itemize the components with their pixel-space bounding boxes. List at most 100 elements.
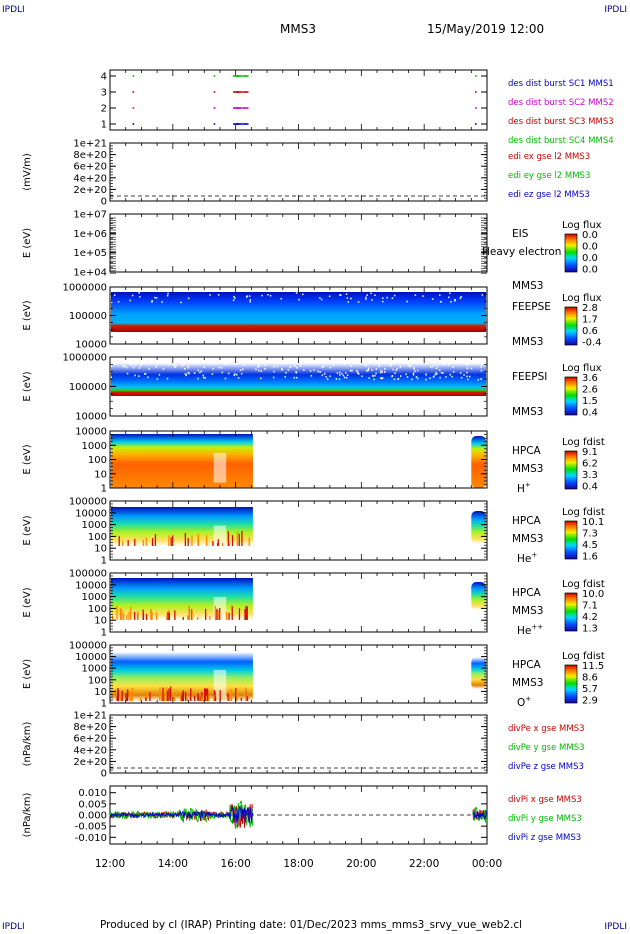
sparse-pixel	[273, 363, 276, 365]
burst-mark	[213, 107, 216, 109]
sparse-pixel	[429, 377, 431, 379]
speckle	[122, 540, 124, 546]
sparse-pixel	[416, 369, 419, 372]
sparse-pixel	[233, 374, 235, 377]
y-tick-label: 10000	[75, 340, 107, 351]
sparse-pixel	[386, 296, 388, 299]
sparse-pixel	[466, 371, 468, 374]
sparse-pixel	[358, 373, 360, 375]
sparse-pixel	[382, 300, 384, 303]
sparse-pixel	[233, 295, 235, 298]
charge-label: +	[531, 551, 537, 559]
sparse-pixel	[130, 363, 132, 366]
y-tick-label: 1	[101, 120, 107, 131]
burst-mark	[236, 75, 243, 77]
sparse-pixel	[138, 375, 140, 377]
y-tick-label: 1	[101, 484, 107, 495]
sparse-pixel	[391, 297, 394, 299]
sparse-pixel	[139, 364, 142, 367]
sparse-pixel	[454, 300, 456, 302]
burst-mark	[132, 107, 135, 109]
sparse-pixel	[346, 374, 349, 376]
colorbar-label: 2.6	[582, 385, 598, 396]
y-tick-label: 10000	[75, 412, 107, 423]
colorbar-title: Log flux	[562, 293, 602, 304]
sparse-pixel	[381, 377, 383, 380]
speckle	[208, 696, 210, 701]
colorbar-title: Log fdist	[562, 651, 605, 662]
spectrogram-gap	[213, 525, 227, 555]
speckle	[229, 690, 231, 701]
sparse-pixel	[425, 373, 427, 376]
instrument-label: HPCA	[512, 515, 542, 527]
sparse-pixel	[126, 372, 129, 375]
divpi-y-line	[472, 806, 488, 823]
sparse-pixel	[412, 373, 415, 376]
sparse-pixel	[264, 364, 266, 367]
colorbar-label: 5.7	[582, 684, 598, 695]
species-label: He++	[517, 623, 543, 637]
sparse-pixel	[151, 300, 153, 302]
sparse-pixel	[309, 370, 312, 372]
y-tick-label: -0.005	[75, 822, 107, 833]
sparse-pixel	[284, 375, 286, 378]
burst-mark	[475, 91, 477, 93]
colorbar-label: 7.1	[582, 601, 598, 612]
sparse-pixel	[436, 373, 438, 375]
colorbar	[564, 664, 578, 704]
sparse-pixel	[158, 374, 161, 376]
legend-entry: des dist burst SC3 MMS3	[508, 117, 614, 127]
sparse-pixel	[224, 377, 227, 380]
species-label: H+	[517, 481, 531, 495]
sparse-pixel	[138, 296, 141, 298]
sparse-pixel	[320, 298, 323, 301]
y-axis-label: (mV/m)	[22, 153, 33, 191]
speckle	[205, 535, 208, 546]
speckle	[217, 542, 219, 546]
sparse-pixel	[125, 366, 128, 369]
sparse-pixel	[397, 378, 399, 380]
sparse-pixel	[323, 365, 325, 368]
sparse-pixel	[321, 366, 323, 369]
sparse-pixel	[148, 367, 150, 370]
sparse-pixel	[141, 363, 144, 365]
y-tick-label: 4e+20	[73, 173, 107, 184]
speckle	[166, 690, 169, 701]
sparse-pixel	[234, 297, 236, 299]
burst-mark	[236, 107, 243, 109]
y-tick-label: 0.010	[78, 788, 107, 799]
sparse-pixel	[393, 294, 396, 297]
sparse-pixel	[211, 373, 214, 375]
speckle	[118, 536, 120, 546]
speckle	[169, 686, 172, 701]
sparse-pixel	[371, 369, 373, 371]
speckle	[166, 614, 168, 620]
sparse-pixel	[378, 365, 380, 368]
sparse-pixel	[350, 365, 353, 367]
sparse-pixel	[452, 371, 455, 373]
sparse-pixel	[239, 369, 242, 372]
sparse-pixel	[257, 366, 259, 368]
sparse-pixel	[272, 376, 275, 379]
y-axis-label: E (eV)	[22, 300, 33, 330]
sparse-pixel	[162, 368, 165, 370]
sparse-pixel	[173, 364, 176, 366]
sparse-pixel	[375, 372, 377, 375]
y-tick-label: 10000	[75, 652, 107, 663]
sparse-pixel	[285, 371, 287, 374]
x-tick-label: 14:00	[158, 858, 188, 870]
colorbar-label: 0.4	[582, 482, 598, 493]
x-tick-label: 16:00	[221, 858, 251, 870]
sparse-pixel	[181, 365, 184, 367]
sparse-pixel	[454, 298, 456, 301]
charge-label: ++	[531, 623, 543, 631]
sparse-pixel	[131, 294, 134, 297]
corner-label-br: IPDLI	[604, 922, 627, 932]
sparse-pixel	[365, 296, 367, 299]
y-axis-label: E (eV)	[22, 515, 33, 545]
speckle	[187, 615, 189, 620]
speckle	[131, 687, 133, 701]
spectrogram-band	[111, 434, 253, 488]
speckle	[236, 531, 239, 546]
speckle	[129, 691, 131, 701]
